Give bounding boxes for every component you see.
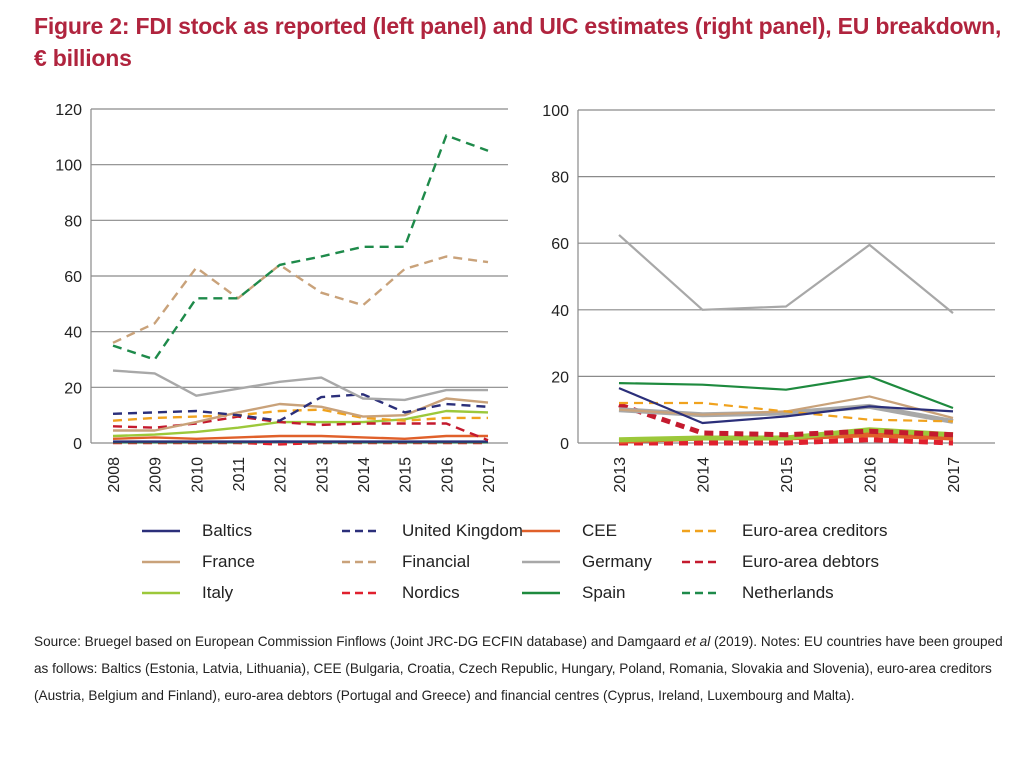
series-line-italy <box>618 427 954 443</box>
legend-label: United Kingdom <box>402 521 523 540</box>
legend-label: Spain <box>582 583 626 602</box>
y-tick-label: 60 <box>551 236 569 253</box>
legend-label: Baltics <box>202 521 253 540</box>
left-panel: 0 20 40 60 80 100 120 2008 2009 2010 2011 2012 2013 2… <box>55 102 508 493</box>
legend-item-financial: Financial <box>340 547 470 577</box>
x-tick-label: 2016 <box>439 457 456 493</box>
series-line-euro-area-creditors <box>619 401 954 423</box>
x-tick-label: 2014 <box>696 457 713 493</box>
series-line-euro-area-debtors <box>618 402 954 438</box>
y-tick-label: 0 <box>560 436 569 453</box>
legend-label: France <box>202 552 255 571</box>
x-tick-label: 2012 <box>273 457 290 493</box>
legend-swatch <box>142 560 180 564</box>
legend-swatch <box>522 560 560 564</box>
legend-item-france: France <box>140 547 255 577</box>
legend-label: Financial <box>402 552 471 571</box>
legend-swatch <box>682 560 720 564</box>
series-line-spain <box>618 375 954 410</box>
legend-swatch <box>142 529 180 533</box>
legend-label: Euro-area creditors <box>742 521 888 540</box>
legend-swatch <box>522 591 560 595</box>
y-tick-label: 20 <box>551 369 569 386</box>
y-tick-label: 20 <box>64 380 82 397</box>
note-text-2: (2019). Notes: EU countries have been gr… <box>34 634 1003 703</box>
legend-swatch <box>522 529 560 533</box>
series-line-france <box>113 397 489 432</box>
series-line-cee <box>112 434 488 440</box>
legend-label: Nordics <box>402 583 460 602</box>
series-line-united-kingdom <box>112 393 489 422</box>
source-note: Source: Bruegel based on European Commis… <box>34 628 1004 709</box>
legend-label: CEE <box>582 521 617 540</box>
series-line-baltics <box>618 387 954 425</box>
legend-swatch <box>682 591 720 595</box>
y-tick-label: 100 <box>542 103 569 120</box>
chart-canvas: 0 20 40 60 80 100 120 2008 2009 2010 2011 2012 2013 2… <box>55 102 995 493</box>
legend-swatch <box>342 560 380 564</box>
legend-item-germany: Germany <box>520 547 652 577</box>
legend-label: Italy <box>202 583 234 602</box>
x-tick-label: 2014 <box>356 457 373 493</box>
legend-swatch <box>682 529 720 533</box>
legend-label: Germany <box>582 552 652 571</box>
x-tick-label: 2015 <box>779 457 796 493</box>
series-line-italy <box>112 409 489 438</box>
x-tick-label: 2017 <box>946 457 963 493</box>
y-tick-label: 80 <box>64 213 82 230</box>
x-tick-label: 2013 <box>612 457 629 493</box>
legend-item-spain: Spain <box>520 578 625 608</box>
series-line-nordics <box>619 437 954 446</box>
right-panel: 0 20 40 60 80 100 2013 2014 2015 2016 2017 <box>542 103 995 493</box>
x-tick-label: 2013 <box>314 457 331 493</box>
x-tick-label: 2017 <box>481 457 498 493</box>
y-tick-label: 40 <box>64 325 82 342</box>
x-tick-label: 2009 <box>148 457 165 493</box>
y-tick-label: 100 <box>55 158 82 175</box>
series-line-euro-area-creditors <box>112 408 488 422</box>
y-tick-label: 120 <box>55 102 82 119</box>
series-line-germany <box>112 369 488 402</box>
legend-item-cee: CEE <box>520 516 617 546</box>
legend-item-euro-area-creditors: Euro-area creditors <box>680 516 888 546</box>
legend-item-nordics: Nordics <box>340 578 460 608</box>
figure-title: Figure 2: FDI stock as reported (left pa… <box>34 13 1002 71</box>
y-tick-label: 0 <box>73 436 82 453</box>
legend-label: Euro-area debtors <box>742 552 880 571</box>
x-tick-label: 2016 <box>863 457 880 493</box>
x-tick-label: 2015 <box>398 457 415 493</box>
series-line-netherlands <box>112 134 489 361</box>
legend-label: Netherlands <box>742 583 834 602</box>
x-tick-label: 2010 <box>189 457 206 493</box>
legend-swatch <box>342 591 380 595</box>
legend-item-united-kingdom: United Kingdom <box>340 516 523 546</box>
note-italic: et al <box>684 634 711 649</box>
legend-item-italy: Italy <box>140 578 233 608</box>
legend-item-euro-area-debtors: Euro-area debtors <box>680 547 879 577</box>
x-tick-label: 2011 <box>231 457 248 492</box>
legend-swatch <box>342 529 380 533</box>
legend-item-baltics: Baltics <box>140 516 252 546</box>
x-tick-label: 2008 <box>106 457 123 493</box>
series-line-germany <box>618 234 954 314</box>
note-text-1: Source: Bruegel based on European Commis… <box>34 634 685 649</box>
legend-item-netherlands: Netherlands <box>680 578 834 608</box>
y-tick-label: 40 <box>551 303 569 320</box>
y-tick-label: 60 <box>64 269 82 286</box>
y-tick-label: 80 <box>551 170 569 187</box>
series-line-financial <box>112 255 489 344</box>
legend-swatch <box>142 591 180 595</box>
